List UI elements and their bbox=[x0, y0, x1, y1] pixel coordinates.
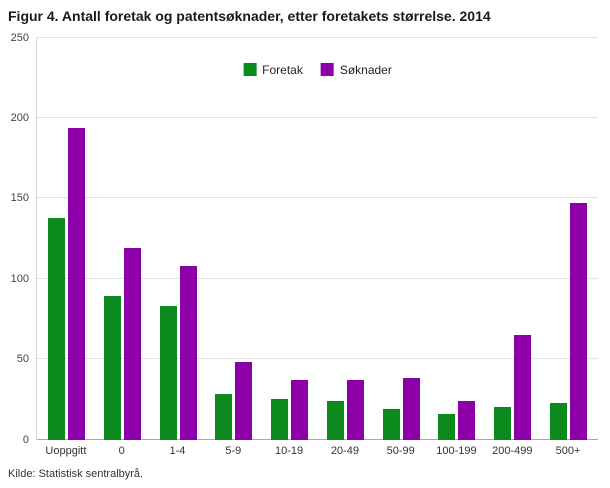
x-tick-label: 5-9 bbox=[225, 444, 242, 457]
bars-row bbox=[37, 38, 598, 440]
bar-group bbox=[373, 38, 429, 440]
bar-soknader bbox=[402, 378, 420, 440]
bar-foretak bbox=[271, 399, 289, 440]
y-tick-label: 50 bbox=[16, 353, 29, 366]
bar-soknader bbox=[513, 334, 531, 440]
bar-foretak bbox=[215, 394, 233, 440]
y-axis-labels: 0 50 100 150 200 250 bbox=[6, 32, 36, 446]
bar-foretak bbox=[104, 296, 122, 440]
bar-group bbox=[150, 38, 206, 440]
bar-group bbox=[206, 38, 262, 440]
bar-soknader bbox=[68, 127, 86, 440]
x-tick-label: 20-49 bbox=[330, 444, 359, 457]
gridline bbox=[37, 36, 598, 38]
bar-group bbox=[95, 38, 151, 440]
x-tick-label: 100-199 bbox=[436, 444, 477, 457]
bar-soknader bbox=[124, 248, 142, 440]
bar-soknader bbox=[458, 400, 476, 440]
bar-group bbox=[39, 38, 95, 440]
bar-group bbox=[540, 38, 596, 440]
x-tick-label: 0 bbox=[118, 444, 125, 457]
chart-area: 0 50 100 150 200 250 Foretak Søknader bbox=[6, 32, 598, 446]
gridline bbox=[37, 197, 598, 199]
y-tick-label: 250 bbox=[10, 31, 29, 44]
bar-soknader bbox=[291, 380, 309, 440]
bar-group bbox=[429, 38, 485, 440]
bar-foretak bbox=[493, 407, 511, 440]
legend-label: Foretak bbox=[262, 62, 303, 77]
x-tick-label: 500+ bbox=[555, 444, 581, 457]
bar-foretak bbox=[382, 408, 400, 440]
legend-item-foretak: Foretak bbox=[243, 63, 303, 77]
plot-area: Foretak Søknader bbox=[36, 36, 598, 440]
chart-title: Figur 4. Antall foretak og patentsøknade… bbox=[8, 8, 491, 24]
x-tick-label: 10-19 bbox=[275, 444, 304, 457]
legend-swatch-foretak bbox=[243, 63, 257, 76]
legend: Foretak Søknader bbox=[235, 59, 400, 80]
bar-foretak bbox=[549, 402, 567, 440]
y-tick-label: 100 bbox=[10, 272, 29, 285]
bar-foretak bbox=[159, 306, 177, 440]
gridlines bbox=[37, 36, 598, 440]
bar-soknader bbox=[569, 203, 587, 440]
x-tick-label: Uoppgitt bbox=[45, 444, 87, 457]
legend-item-soknader: Søknader bbox=[320, 62, 392, 77]
legend-label: Søknader bbox=[339, 62, 392, 77]
x-axis-labels: Uoppgitt 0 1-4 5-9 10-19 20-49 50-99 100-199 200… bbox=[36, 445, 598, 457]
y-tick-label: 150 bbox=[10, 192, 29, 205]
y-tick-label: 0 bbox=[22, 433, 29, 446]
legend-swatch-soknader bbox=[320, 63, 334, 76]
x-axis-line bbox=[37, 438, 598, 440]
gridline bbox=[37, 358, 598, 360]
x-tick-label: 1-4 bbox=[169, 444, 186, 457]
bar-foretak bbox=[438, 413, 456, 440]
bar-group bbox=[485, 38, 541, 440]
bar-foretak bbox=[326, 400, 344, 440]
bar-group bbox=[262, 38, 318, 440]
bar-foretak bbox=[48, 217, 66, 440]
gridline bbox=[37, 277, 598, 279]
bar-soknader bbox=[235, 362, 253, 440]
source-note: Kilde: Statistisk sentralbyrå. bbox=[8, 468, 144, 480]
bar-soknader bbox=[179, 265, 197, 440]
gridline bbox=[37, 116, 598, 118]
x-tick-label: 50-99 bbox=[386, 444, 415, 457]
bar-group bbox=[318, 38, 374, 440]
y-tick-label: 200 bbox=[10, 111, 29, 124]
bar-soknader bbox=[346, 380, 364, 440]
x-tick-label: 200-499 bbox=[492, 444, 533, 457]
